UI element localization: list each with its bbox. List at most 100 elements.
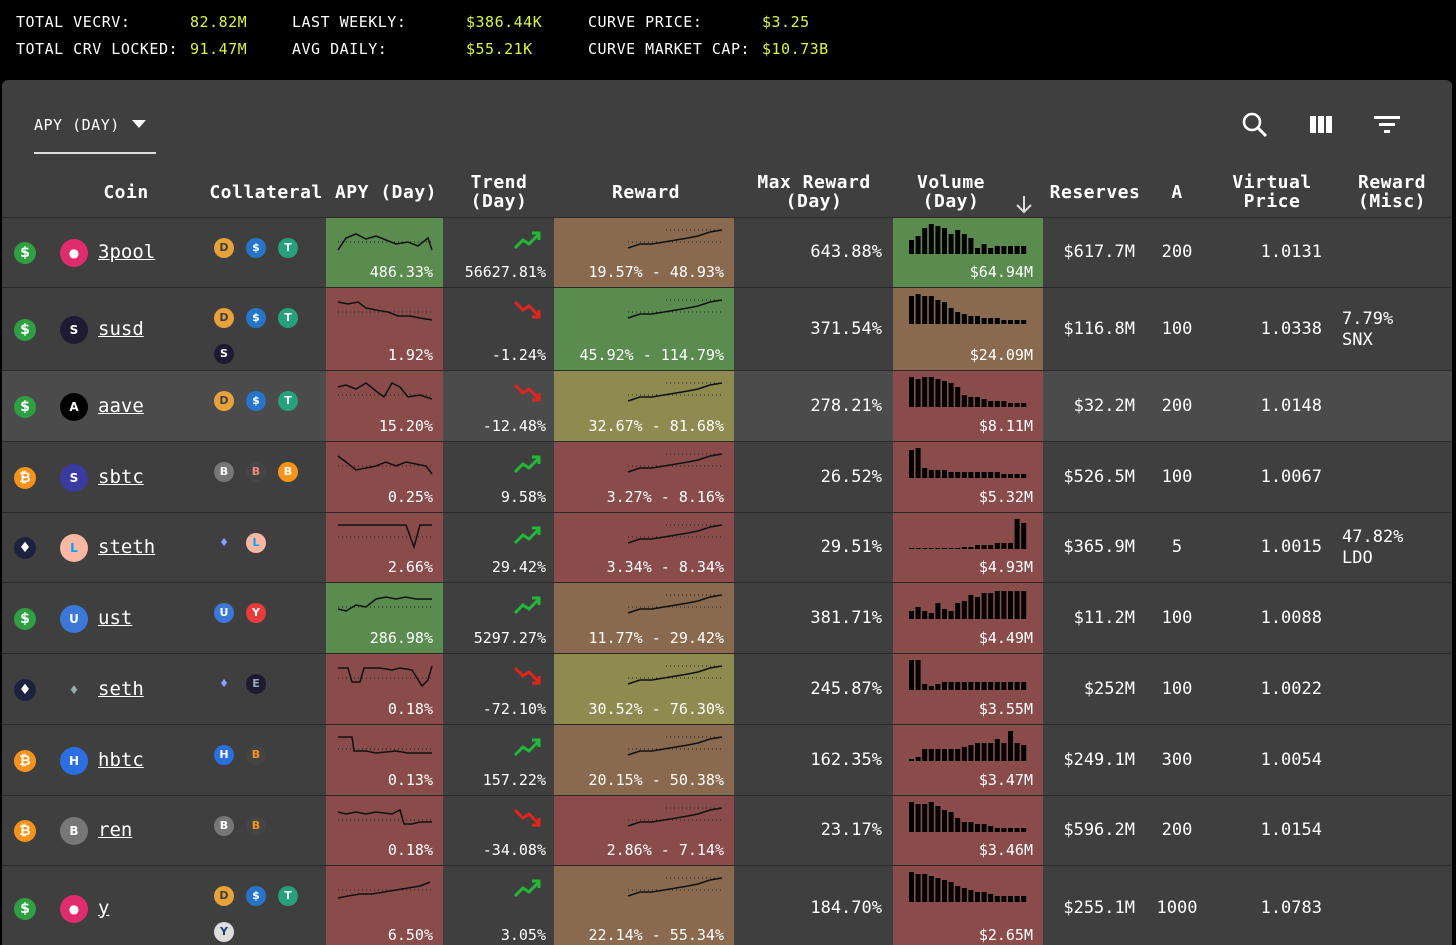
header-collateral[interactable]: Collateral <box>209 182 323 203</box>
coin-link[interactable]: aave <box>98 394 144 417</box>
volume-bar <box>948 308 954 324</box>
volume-bar <box>1014 519 1020 549</box>
collateral-token-icon: B <box>246 745 266 765</box>
eth-type-icon: ♦ <box>14 678 36 701</box>
reserves-value: $11.2M <box>1073 607 1135 628</box>
collateral-token-icon: B <box>278 462 298 482</box>
volume-bar <box>948 383 954 407</box>
collateral-token-icon: B <box>214 816 234 836</box>
volume-bar <box>981 318 987 324</box>
coin-link[interactable]: ren <box>98 819 133 841</box>
volume-bar <box>955 749 961 761</box>
volume-bar <box>922 749 928 761</box>
pool-row-seth[interactable]: ♦ ♦ seth ♦ E 0.18% -72.10% 30.52% - 76.30% 245.8… <box>2 653 1452 724</box>
columns-icon[interactable] <box>1306 110 1336 140</box>
volume-bar <box>909 296 914 324</box>
amplification-value: 100 <box>1161 678 1193 699</box>
header-coin[interactable]: Coin <box>103 182 149 203</box>
header-reward-misc[interactable]: Reward (Misc) <box>1357 172 1427 212</box>
header-a[interactable]: A <box>1171 182 1183 203</box>
trend-value: 56627.81% <box>464 263 546 281</box>
filter-icon[interactable] <box>1372 110 1402 140</box>
max-reward-value: 162.35% <box>810 749 882 770</box>
coin-link[interactable]: seth <box>98 677 144 700</box>
dollar-type-icon: $ <box>14 318 36 341</box>
header-virtual-price[interactable]: Virtual Price <box>1232 172 1312 212</box>
coin-link[interactable]: y <box>98 896 110 919</box>
volume-bar <box>915 548 921 549</box>
volume-bar <box>961 234 967 254</box>
volume-bar <box>1008 246 1013 254</box>
amplification-value: 200 <box>1161 395 1193 416</box>
header-apy[interactable]: APY (Day) <box>334 182 438 203</box>
coin-link[interactable]: sbtc <box>98 465 144 488</box>
volume-bar <box>988 318 994 324</box>
reward-sparkline <box>627 877 723 897</box>
volume-bar <box>961 395 967 407</box>
collateral-token-icon: D <box>214 308 234 328</box>
volume-bar <box>922 296 928 324</box>
header-reserves[interactable]: Reserves <box>1049 182 1141 203</box>
apy-sparkline <box>338 665 433 688</box>
trend-cell: -12.48% <box>443 371 554 441</box>
volume-bar <box>935 806 941 832</box>
max-reward-value: 26.52% <box>820 466 882 487</box>
header-volume[interactable]: Volume (Day) <box>916 172 986 212</box>
apy-sparkline <box>337 382 433 400</box>
pools-panel: APY (DAY) Coin Collateral APY (Day) Tren… <box>2 80 1452 945</box>
search-icon[interactable] <box>1240 110 1270 140</box>
dollar-type-icon: $ <box>14 395 36 418</box>
volume-cell: $5.32M <box>893 442 1043 512</box>
header-reward[interactable]: Reward <box>611 182 681 203</box>
header-trend[interactable]: Trend (Day) <box>470 172 528 212</box>
volume-bar <box>942 810 947 832</box>
volume-bar <box>961 682 967 690</box>
volume-bar <box>988 682 994 690</box>
coin-link[interactable]: steth <box>98 536 156 558</box>
sort-descending-icon[interactable] <box>1014 194 1034 220</box>
volume-bar <box>988 894 994 902</box>
trend-cell: 3.05% <box>443 866 554 945</box>
coin-link[interactable]: hbtc <box>98 748 144 771</box>
pool-row-y[interactable]: $ ● y D $ T Y 6.50% 3.05% 22.14% - 55.34% 184.70% $… <box>2 865 1452 945</box>
volume-bar <box>915 804 921 832</box>
collateral-token-icon: E <box>246 674 266 694</box>
trend-cell: -1.24% <box>443 288 554 370</box>
reserves-value: $116.8M <box>1063 318 1135 339</box>
volume-bar <box>988 743 994 761</box>
header-max-reward[interactable]: Max Reward (Day) <box>757 172 871 212</box>
trend-cell: -72.10% <box>443 654 554 724</box>
coin-link[interactable]: 3pool <box>98 241 156 263</box>
reward-cell: 3.27% - 8.16% <box>554 442 734 512</box>
reserves-value: $32.2M <box>1073 395 1135 416</box>
volume-bar <box>909 240 914 254</box>
apy-selector-dropdown[interactable]: APY (DAY) <box>34 114 156 154</box>
ust-coin-icon: U <box>60 604 88 633</box>
volume-bar <box>928 686 934 690</box>
volume-bar <box>1001 320 1007 324</box>
pool-row-3pool[interactable]: $ ● 3pool D $ T 486.33% 56627.81% 19.57% - 48.93… <box>2 217 1452 287</box>
coin-link[interactable]: susd <box>98 317 144 340</box>
volume-bar <box>1001 896 1007 902</box>
volume-bar <box>968 547 974 549</box>
trend-value: -12.48% <box>482 417 546 435</box>
volume-bar <box>922 548 928 549</box>
reward-cell: 30.52% - 76.30% <box>554 654 734 724</box>
coin-link[interactable]: ust <box>98 606 133 629</box>
virtual-price-value: 1.0131 <box>1260 242 1322 262</box>
volume-bar <box>955 548 961 549</box>
reward-cell: 3.34% - 8.34% <box>554 513 734 582</box>
susd-coin-icon: S <box>60 315 88 344</box>
dollar-type-icon: $ <box>14 242 36 264</box>
btc-type-icon: ₿ <box>14 749 36 772</box>
amplification-value: 200 <box>1161 242 1193 262</box>
volume-bar <box>981 545 987 549</box>
volume-cell: $3.47M <box>893 725 1043 795</box>
